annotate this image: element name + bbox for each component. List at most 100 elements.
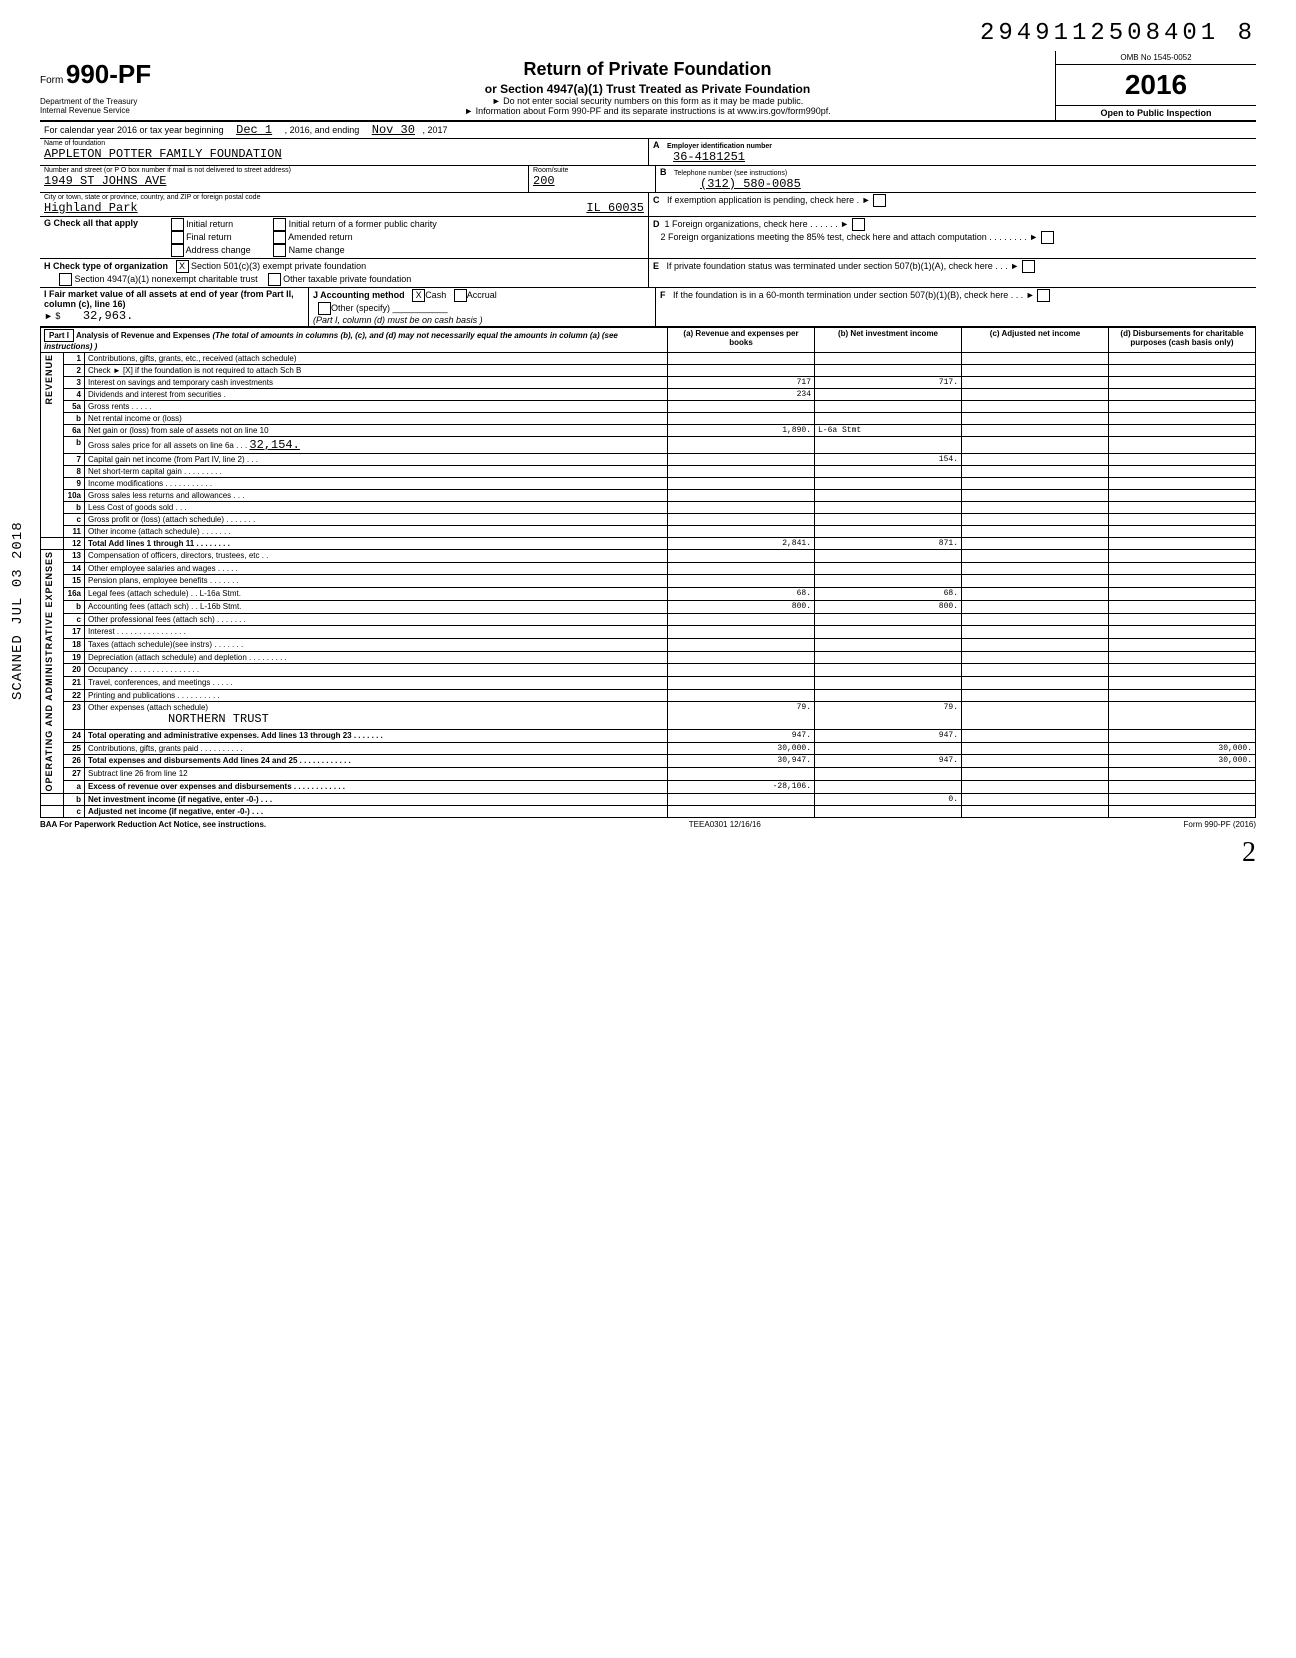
l2-desc: Check ► [X] if the foundation is not req… bbox=[85, 365, 668, 377]
page-footer: BAA For Paperwork Reduction Act Notice, … bbox=[40, 820, 1256, 829]
ein-value: 36-4181251 bbox=[673, 150, 1252, 164]
l18-desc: Taxes (attach schedule)(see instrs) . . … bbox=[85, 638, 668, 651]
j-label: J Accounting method bbox=[313, 290, 405, 300]
j-cash: Cash bbox=[425, 290, 446, 300]
l22-desc: Printing and publications . . . . . . . … bbox=[85, 689, 668, 702]
c-text: If exemption application is pending, che… bbox=[667, 195, 871, 205]
note-info: ► Information about Form 990-PF and its … bbox=[248, 106, 1047, 116]
l4-a: 234 bbox=[668, 389, 815, 401]
scanned-stamp: SCANNED JUL 03 2018 bbox=[10, 521, 26, 700]
foundation-name-label: Name of foundation bbox=[44, 140, 644, 147]
h-4947-checkbox[interactable] bbox=[59, 273, 72, 286]
l27b-desc: Net investment income (if negative, ente… bbox=[85, 793, 668, 805]
l14-desc: Other employee salaries and wages . . . … bbox=[85, 562, 668, 575]
l27c-desc: Adjusted net income (if negative, enter … bbox=[85, 805, 668, 817]
g-namechange-checkbox[interactable] bbox=[273, 244, 286, 257]
j-cash-checkbox[interactable]: X bbox=[412, 289, 425, 302]
part1-table: Part I Analysis of Revenue and Expenses … bbox=[40, 327, 1256, 818]
l10b-desc: Less Cost of goods sold . . . bbox=[85, 502, 668, 514]
part1-label: Part I bbox=[44, 329, 74, 342]
e-checkbox[interactable] bbox=[1022, 260, 1035, 273]
ein-label: Employer identification number bbox=[667, 143, 772, 150]
l16a-b: 68. bbox=[815, 588, 962, 601]
doc-id: 2949112508401 8 bbox=[40, 20, 1256, 47]
side-revenue: REVENUE bbox=[44, 354, 54, 405]
l6a-b: L-6a Stmt bbox=[815, 425, 962, 437]
dept-line2: Internal Revenue Service bbox=[40, 107, 240, 116]
l4-desc: Dividends and interest from securities . bbox=[85, 389, 668, 401]
d2-text: 2 Foreign organizations meeting the 85% … bbox=[661, 232, 1039, 242]
side-operating: OPERATING AND ADMINISTRATIVE EXPENSES bbox=[44, 551, 54, 792]
g-final-checkbox[interactable] bbox=[171, 231, 184, 244]
l6a-desc: Net gain or (loss) from sale of assets n… bbox=[85, 425, 668, 437]
f-checkbox[interactable] bbox=[1037, 289, 1050, 302]
l26-desc: Total expenses and disbursements Add lin… bbox=[85, 755, 668, 768]
c-checkbox[interactable] bbox=[873, 194, 886, 207]
l7-desc: Capital gain net income (from Part IV, l… bbox=[85, 454, 668, 466]
g-amended-checkbox[interactable] bbox=[273, 231, 286, 244]
l10c-desc: Gross profit or (loss) (attach schedule)… bbox=[85, 514, 668, 526]
h-opt2: Section 4947(a)(1) nonexempt charitable … bbox=[75, 274, 258, 284]
j-other: Other (specify) bbox=[331, 303, 390, 313]
d2-checkbox[interactable] bbox=[1041, 231, 1054, 244]
l23-b: 79. bbox=[815, 702, 962, 730]
l27a-a: -28,106. bbox=[668, 780, 815, 793]
l25-a: 30,000. bbox=[668, 742, 815, 755]
l11-desc: Other income (attach schedule) . . . . .… bbox=[85, 526, 668, 538]
g-address-checkbox[interactable] bbox=[171, 244, 184, 257]
j-accrual-checkbox[interactable] bbox=[454, 289, 467, 302]
l1-desc: Contributions, gifts, grants, etc., rece… bbox=[85, 353, 668, 365]
form-prefix: Form bbox=[40, 75, 63, 86]
h-opt1: Section 501(c)(3) exempt private foundat… bbox=[191, 261, 366, 271]
g-opt-amended: Amended return bbox=[288, 232, 353, 242]
l15-desc: Pension plans, employee benefits . . . .… bbox=[85, 575, 668, 588]
l27a-desc: Excess of revenue over expenses and disb… bbox=[85, 780, 668, 793]
end-year: , 2017 bbox=[422, 125, 447, 135]
l27-desc: Subtract line 26 from line 12 bbox=[85, 768, 668, 781]
d1-checkbox[interactable] bbox=[852, 218, 865, 231]
l24-desc: Total operating and administrative expen… bbox=[85, 729, 668, 742]
l9-desc: Income modifications . . . . . . . . . .… bbox=[85, 478, 668, 490]
i-label: I Fair market value of all assets at end… bbox=[44, 289, 294, 309]
h-other-checkbox[interactable] bbox=[268, 273, 281, 286]
public-inspection: Open to Public Inspection bbox=[1056, 106, 1256, 120]
h-opt3: Other taxable private foundation bbox=[283, 274, 411, 284]
j-other-checkbox[interactable] bbox=[318, 302, 331, 315]
l25-d: 30,000. bbox=[1109, 742, 1256, 755]
e-letter: E bbox=[653, 261, 659, 271]
h-501c3-checkbox[interactable]: X bbox=[176, 260, 189, 273]
footer-left: BAA For Paperwork Reduction Act Notice, … bbox=[40, 820, 266, 829]
l24-b: 947. bbox=[815, 729, 962, 742]
g-initial-checkbox[interactable] bbox=[171, 218, 184, 231]
room-value: 200 bbox=[533, 174, 651, 188]
l16a-desc: Legal fees (attach schedule) . . L-16a S… bbox=[85, 588, 668, 601]
j-note: (Part I, column (d) must be on cash basi… bbox=[313, 315, 483, 325]
l17-desc: Interest . . . . . . . . . . . . . . . . bbox=[85, 626, 668, 639]
l5b-desc: Net rental income or (loss) bbox=[85, 413, 668, 425]
l12-b: 871. bbox=[815, 538, 962, 550]
part1-title: Analysis of Revenue and Expenses bbox=[76, 331, 210, 340]
l7-b: 154. bbox=[815, 454, 962, 466]
phone-label: Telephone number (see instructions) bbox=[674, 170, 787, 177]
l16b-a: 800. bbox=[668, 600, 815, 613]
col-a-header: (a) Revenue and expenses per books bbox=[668, 328, 815, 353]
addr-value: 1949 ST JOHNS AVE bbox=[44, 174, 524, 188]
year-mid: , 2016, and ending bbox=[285, 125, 360, 135]
phone-letter: B bbox=[660, 167, 667, 177]
cal-year-label: For calendar year 2016 or tax year begin… bbox=[44, 125, 224, 135]
l3-desc: Interest on savings and temporary cash i… bbox=[85, 377, 668, 389]
addr-label: Number and street (or P O box number if … bbox=[44, 167, 524, 174]
form-title: Return of Private Foundation bbox=[248, 59, 1047, 80]
d-letter: D bbox=[653, 219, 660, 229]
l23-sub: NORTHERN TRUST bbox=[168, 712, 269, 726]
phone-value: (312) 580-0085 bbox=[700, 177, 1252, 191]
g-former-checkbox[interactable] bbox=[273, 218, 286, 231]
city-label: City or town, state or province, country… bbox=[44, 194, 644, 201]
l8-desc: Net short-term capital gain . . . . . . … bbox=[85, 466, 668, 478]
l5a-desc: Gross rents . . . . . bbox=[85, 401, 668, 413]
col-c-header: (c) Adjusted net income bbox=[962, 328, 1109, 353]
h-label: H Check type of organization bbox=[44, 261, 168, 271]
d1-text: 1 Foreign organizations, check here . . … bbox=[665, 219, 850, 229]
col-b-header: (b) Net investment income bbox=[815, 328, 962, 353]
col-d-header: (d) Disbursements for charitable purpose… bbox=[1109, 328, 1256, 353]
